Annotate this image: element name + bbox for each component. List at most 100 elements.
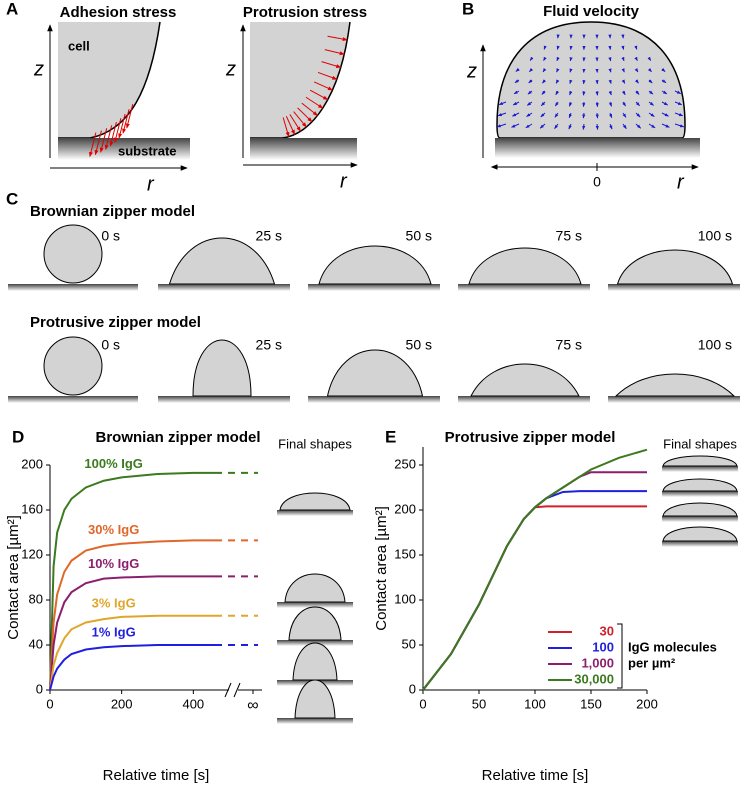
time-label: 75 s: [556, 228, 582, 244]
final-shape: [663, 479, 737, 491]
x-tick-label: 200: [636, 696, 658, 711]
chart-title: Protrusive zipper model: [445, 429, 616, 446]
cell: [616, 374, 734, 396]
substrate: [8, 284, 138, 291]
cell: [250, 22, 350, 138]
y-tick-label: 250: [394, 456, 416, 471]
substrate: [662, 516, 738, 522]
cell: [44, 225, 102, 283]
substrate-label: substrate: [118, 143, 177, 158]
time-label: 0 s: [101, 228, 120, 244]
final-shape: [280, 493, 350, 510]
y-tick-label: 100: [394, 591, 416, 606]
x-tick-label: 100: [524, 696, 546, 711]
legend-label: 1,000: [581, 655, 614, 670]
velocity-arrow: [557, 47, 558, 49]
x-tick-label: 150: [580, 696, 602, 711]
row-title: Protrusive zipper model: [30, 314, 201, 331]
substrate: [608, 284, 740, 291]
z-label: z: [225, 58, 236, 80]
panel-title: Protrusion stress: [243, 4, 367, 21]
x-axis-title: Relative time [s]: [482, 767, 589, 784]
substrate: [608, 396, 740, 403]
panel-title: Adhesion stress: [60, 4, 177, 21]
substrate: [458, 396, 590, 403]
x-tick-label: 0: [419, 696, 426, 711]
cell: [469, 248, 581, 284]
origin-label: 0: [593, 174, 601, 190]
time-label: 25 s: [256, 228, 282, 244]
cell-label: cell: [68, 38, 90, 53]
cell: [193, 340, 251, 396]
substrate: [158, 284, 290, 291]
panel-label: C: [6, 189, 18, 208]
final-shape: [289, 607, 341, 640]
panel-label: A: [6, 0, 18, 18]
x-tick-label: 50: [472, 696, 486, 711]
y-tick-label: 0: [409, 681, 416, 696]
final-shapes-label: Final shapes: [278, 436, 352, 451]
legend-title: per µm²: [628, 655, 676, 670]
row-title: Brownian zipper model: [30, 203, 195, 220]
y-tick-label: 150: [394, 546, 416, 561]
time-label: 25 s: [256, 337, 282, 353]
substrate: [458, 284, 590, 291]
y-tick-label: 50: [402, 636, 416, 651]
substrate: [308, 396, 440, 403]
velocity-arrow: [610, 58, 611, 61]
panel-title: Fluid velocity: [543, 3, 640, 20]
cell: [497, 22, 685, 138]
substrate: [495, 138, 700, 158]
cell: [618, 250, 733, 284]
substrate: [662, 541, 738, 547]
final-shape: [663, 503, 737, 516]
cell: [170, 238, 275, 284]
series-label: 3% IgG: [92, 595, 136, 610]
cell: [319, 246, 431, 284]
panel-label: D: [12, 427, 24, 446]
series-line: [50, 473, 222, 690]
final-shape: [663, 527, 737, 541]
cell: [44, 337, 102, 395]
x-tick-label: 0: [46, 696, 53, 711]
series-label: 10% IgG: [88, 556, 139, 571]
velocity-arrow: [623, 47, 624, 49]
cell: [471, 364, 579, 396]
charts: D Brownian zipper model Contact area [µm²]…: [5, 427, 738, 783]
x-tick-label: 400: [182, 696, 204, 711]
z-label: z: [466, 60, 477, 82]
time-label: 50 s: [406, 228, 432, 244]
series-label: 100% IgG: [84, 456, 143, 471]
y-axis-title: Contact area [µm²]: [373, 506, 390, 631]
y-tick-label: 80: [29, 591, 43, 606]
legend-label: 30: [600, 623, 614, 638]
y-tick-label: 200: [21, 456, 43, 471]
y-tick-label: 40: [29, 636, 43, 651]
r-label: r: [340, 170, 348, 192]
x-tick-label: 200: [111, 696, 133, 711]
time-label: 0 s: [101, 337, 120, 353]
y-axis-title: Contact area [µm²]: [5, 515, 22, 640]
time-label: 100 s: [698, 337, 732, 353]
velocity-arrow: [597, 124, 598, 130]
legend-label: 100: [592, 639, 614, 654]
y-tick-label: 160: [21, 501, 43, 516]
series-label: 30% IgG: [88, 522, 139, 537]
substrate: [662, 466, 738, 472]
panel-c: Brownian zipper model 0 s 25 s 50 s 75 s 100 …: [8, 203, 740, 403]
substrate: [277, 510, 353, 516]
time-label: 100 s: [698, 228, 732, 244]
x-tick-label: ∞: [247, 697, 258, 714]
legend-bracket: [617, 624, 622, 688]
z-label: z: [33, 58, 44, 80]
velocity-arrow: [583, 113, 584, 118]
time-label: 50 s: [406, 337, 432, 353]
series-line: [50, 645, 222, 690]
panel-label: E: [385, 427, 396, 446]
chart-title: Brownian zipper model: [95, 429, 260, 446]
y-tick-label: 0: [36, 681, 43, 696]
panel-label: B: [462, 0, 474, 18]
substrate: [277, 718, 353, 724]
cell: [328, 350, 423, 396]
